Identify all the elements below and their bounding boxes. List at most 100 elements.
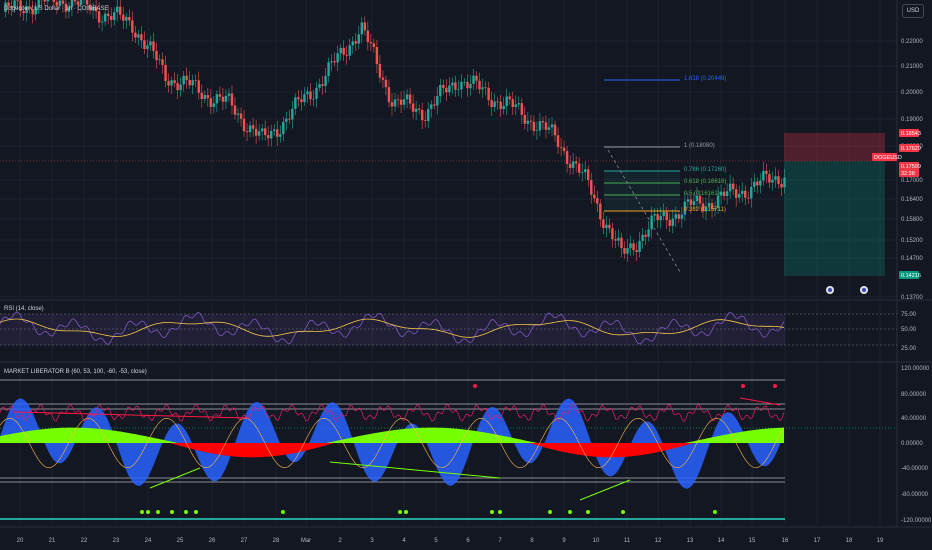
candle-body [149,41,152,46]
candle-body [399,99,403,105]
candle-body [638,241,641,253]
candle-body [716,195,720,208]
divergence-line [15,411,249,419]
candle-body [52,0,56,2]
time-tick-label: Mar [301,538,311,544]
time-tick-label: 11 [624,538,631,544]
candle-body [88,4,92,11]
buy-signal-dot [621,510,625,514]
price-tag-label: 0.14216 [901,273,921,279]
ml-level-label: -40.00000 [901,466,929,472]
price-tick-label: 0.16400 [901,197,923,203]
candle-body [215,94,219,104]
currency-button[interactable]: USD [902,4,924,18]
candle-body [381,77,385,80]
symbol-title[interactable]: Dogecoin / US Dollar · 1h · COINBASE [4,6,109,12]
candle-body [55,1,59,6]
ml-level-label: 80.00000 [901,392,927,398]
candle-body [106,13,110,16]
candle-body [239,113,243,119]
candle-body [701,203,705,212]
candle-body [680,214,684,219]
market-liberator-title[interactable]: MARKET LIBERATOR B (60, 53, 100, -60, -5… [4,369,147,375]
candle-body [744,190,747,198]
candle-body [544,122,548,130]
candle-body [233,105,237,115]
candle-body [384,79,388,88]
candle-body [454,82,457,90]
candle-body [611,228,614,240]
candle-body [490,100,493,107]
candle-body [541,121,545,123]
candle-body [303,94,306,103]
candle-body [517,103,521,105]
candle-body [439,84,442,97]
fib-level-label: 0.618 (0.16616) [684,179,726,185]
candle-body [587,169,590,181]
candle-body [306,91,309,95]
fibonacci-extension-tool[interactable]: 1.618 (0.20449) 1 (0.18080) 0.786 (0.17260… [604,76,726,273]
buy-signal-dot [398,510,402,514]
price-tag [899,144,919,152]
candle-body [327,62,330,76]
candle-body [28,6,31,9]
candle-body [596,198,599,204]
candle-body [366,30,370,43]
price-tick-label: 0.15200 [901,238,923,244]
divergence-line [739,397,781,406]
candle-body [565,151,569,164]
time-tick-label: 9 [562,538,566,544]
candle-body [668,220,671,226]
candle-body [469,83,472,89]
candle-body [369,42,373,44]
candle-body [221,96,225,102]
candle-body [109,15,113,20]
time-tick-label: 14 [718,538,725,544]
candle-body [360,22,364,35]
time-tick-label: 8 [530,538,534,544]
candle-body [710,203,714,210]
candle-body [502,105,505,110]
short-position-tool[interactable] [784,133,885,276]
rsi-indicator-title[interactable]: RSI (14, close) [4,306,44,312]
candle-body [176,83,179,91]
candle-body [671,218,674,226]
buy-signal-dot [490,510,494,514]
candle-body [451,82,454,86]
ml-level-label: -80.00000 [901,492,929,498]
take-profit-zone [784,161,885,276]
event-icons[interactable] [826,286,868,294]
candle-body [568,163,572,168]
candle-body [248,125,252,133]
candle-body [725,191,729,196]
candle-body [734,189,738,198]
ml-blue-wave [0,398,784,489]
candle-body [571,161,575,168]
candle-body [556,135,560,148]
candle-body [128,16,131,21]
price-tag [899,169,919,177]
candle-body [713,207,717,210]
candle-body [46,0,50,2]
candle-body [260,128,264,132]
buy-signal-dot [586,510,590,514]
sell-signal-dot [473,384,477,388]
candle-body [146,45,149,50]
time-axis[interactable]: 20 21 22 23 24 25 26 27 28 Mar 2 3 4 5 6 7 8 9 10 11 12 13 14 1… [17,538,884,544]
candle-body [94,7,98,12]
candle-body [420,109,424,121]
candle-body [532,121,536,131]
candle-body [632,243,635,251]
time-tick-label: 15 [749,538,756,544]
candle-body [411,103,415,112]
candle-body [472,75,475,84]
candle-body [644,234,647,237]
candle-body [321,84,324,86]
candle-body [10,5,13,8]
candle-body [728,183,732,192]
rsi-level-50: 50.00 [901,327,917,333]
event-flag-icon-inner [827,287,833,293]
divergence-line [579,479,631,501]
candle-body [599,203,602,220]
